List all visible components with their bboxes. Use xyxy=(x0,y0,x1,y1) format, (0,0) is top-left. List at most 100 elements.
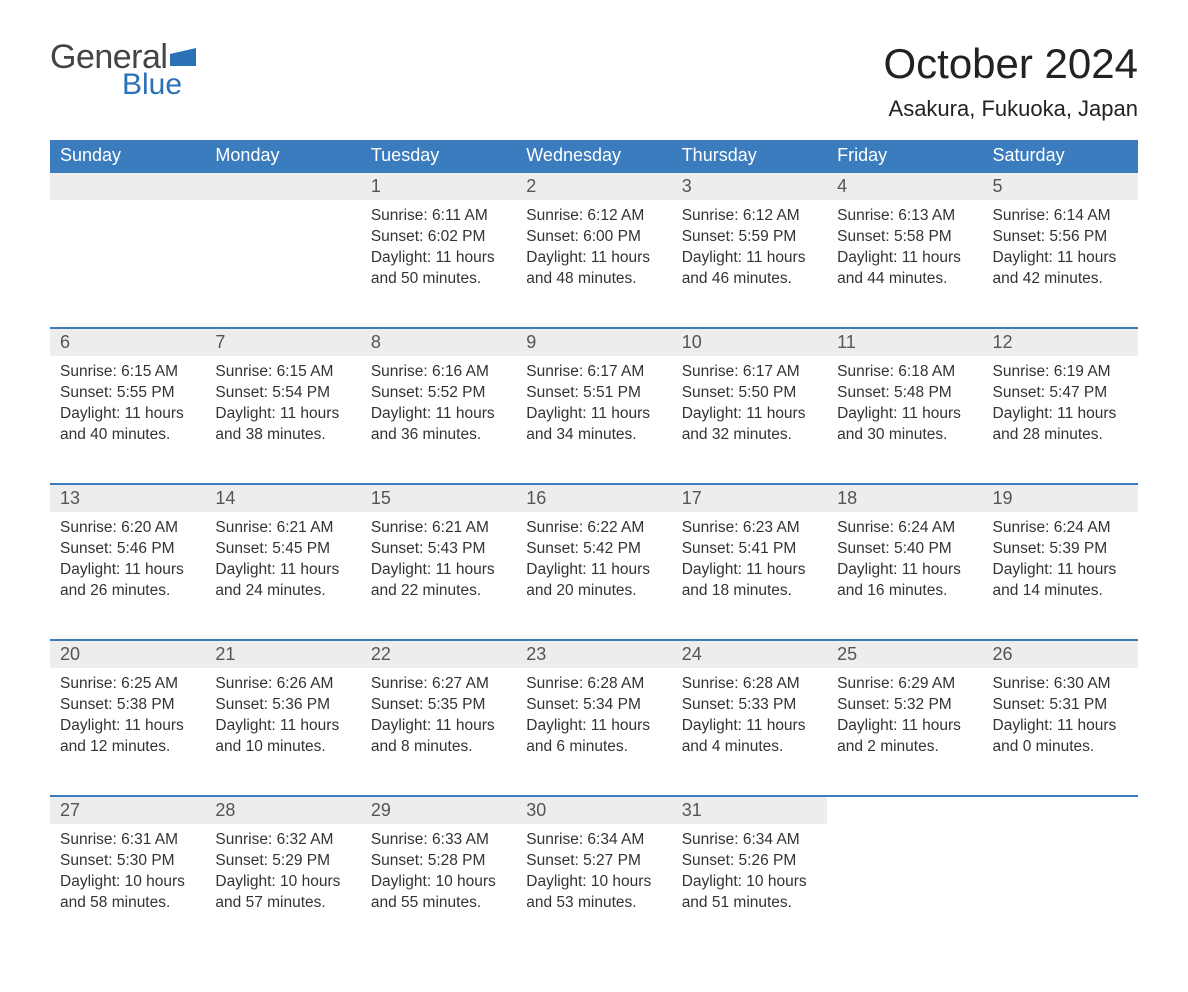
col-thursday: Thursday xyxy=(672,140,827,172)
day-details: Sunrise: 6:12 AMSunset: 6:00 PMDaylight:… xyxy=(516,200,671,328)
daylight-text: Daylight: 11 hours and 44 minutes. xyxy=(837,248,972,290)
day-number: 21 xyxy=(205,640,360,668)
sunrise-text: Sunrise: 6:30 AM xyxy=(993,674,1128,695)
day-details: Sunrise: 6:25 AMSunset: 5:38 PMDaylight:… xyxy=(50,668,205,796)
location-text: Asakura, Fukuoka, Japan xyxy=(883,96,1138,122)
sunrise-text: Sunrise: 6:25 AM xyxy=(60,674,195,695)
daylight-text: Daylight: 11 hours and 48 minutes. xyxy=(526,248,661,290)
col-friday: Friday xyxy=(827,140,982,172)
sunset-text: Sunset: 5:35 PM xyxy=(371,695,506,716)
sunrise-text: Sunrise: 6:12 AM xyxy=(526,206,661,227)
day-details: Sunrise: 6:15 AMSunset: 5:55 PMDaylight:… xyxy=(50,356,205,484)
sunrise-text: Sunrise: 6:24 AM xyxy=(837,518,972,539)
daylight-text: Daylight: 10 hours and 58 minutes. xyxy=(60,872,195,914)
sunrise-text: Sunrise: 6:21 AM xyxy=(371,518,506,539)
daynum-row: 2728293031 xyxy=(50,796,1138,824)
day-details: Sunrise: 6:28 AMSunset: 5:33 PMDaylight:… xyxy=(672,668,827,796)
day-number: 24 xyxy=(672,640,827,668)
daylight-text: Daylight: 11 hours and 10 minutes. xyxy=(215,716,350,758)
day-details: Sunrise: 6:14 AMSunset: 5:56 PMDaylight:… xyxy=(983,200,1138,328)
sunrise-text: Sunrise: 6:29 AM xyxy=(837,674,972,695)
daylight-text: Daylight: 11 hours and 22 minutes. xyxy=(371,560,506,602)
empty-cell xyxy=(827,796,982,824)
daylight-text: Daylight: 10 hours and 55 minutes. xyxy=(371,872,506,914)
sunset-text: Sunset: 5:45 PM xyxy=(215,539,350,560)
daylight-text: Daylight: 11 hours and 34 minutes. xyxy=(526,404,661,446)
sunset-text: Sunset: 5:51 PM xyxy=(526,383,661,404)
day-number: 2 xyxy=(516,172,671,200)
sunset-text: Sunset: 5:47 PM xyxy=(993,383,1128,404)
daylight-text: Daylight: 11 hours and 12 minutes. xyxy=(60,716,195,758)
daylight-text: Daylight: 10 hours and 53 minutes. xyxy=(526,872,661,914)
day-details: Sunrise: 6:15 AMSunset: 5:54 PMDaylight:… xyxy=(205,356,360,484)
sunrise-text: Sunrise: 6:17 AM xyxy=(526,362,661,383)
flag-icon xyxy=(170,48,196,70)
day-number: 9 xyxy=(516,328,671,356)
sunset-text: Sunset: 5:28 PM xyxy=(371,851,506,872)
daylight-text: Daylight: 11 hours and 26 minutes. xyxy=(60,560,195,602)
day-number: 12 xyxy=(983,328,1138,356)
sunset-text: Sunset: 5:42 PM xyxy=(526,539,661,560)
col-sunday: Sunday xyxy=(50,140,205,172)
sunrise-text: Sunrise: 6:15 AM xyxy=(60,362,195,383)
day-number: 13 xyxy=(50,484,205,512)
day-details: Sunrise: 6:22 AMSunset: 5:42 PMDaylight:… xyxy=(516,512,671,640)
daylight-text: Daylight: 11 hours and 46 minutes. xyxy=(682,248,817,290)
sunrise-text: Sunrise: 6:24 AM xyxy=(993,518,1128,539)
col-tuesday: Tuesday xyxy=(361,140,516,172)
daylight-text: Daylight: 11 hours and 38 minutes. xyxy=(215,404,350,446)
sunrise-text: Sunrise: 6:32 AM xyxy=(215,830,350,851)
sunset-text: Sunset: 5:36 PM xyxy=(215,695,350,716)
calendar-table: Sunday Monday Tuesday Wednesday Thursday… xyxy=(50,140,1138,952)
page-header: General Blue October 2024 Asakura, Fukuo… xyxy=(50,40,1138,122)
day-number: 30 xyxy=(516,796,671,824)
sunset-text: Sunset: 5:38 PM xyxy=(60,695,195,716)
day-details: Sunrise: 6:34 AMSunset: 5:27 PMDaylight:… xyxy=(516,824,671,952)
logo-text-bottom: Blue xyxy=(122,70,196,100)
day-details: Sunrise: 6:18 AMSunset: 5:48 PMDaylight:… xyxy=(827,356,982,484)
empty-cell xyxy=(827,824,982,952)
sunrise-text: Sunrise: 6:33 AM xyxy=(371,830,506,851)
day-details: Sunrise: 6:27 AMSunset: 5:35 PMDaylight:… xyxy=(361,668,516,796)
empty-cell xyxy=(50,172,205,200)
day-number: 16 xyxy=(516,484,671,512)
daylight-text: Daylight: 11 hours and 8 minutes. xyxy=(371,716,506,758)
daylight-text: Daylight: 11 hours and 20 minutes. xyxy=(526,560,661,602)
day-details: Sunrise: 6:17 AMSunset: 5:51 PMDaylight:… xyxy=(516,356,671,484)
daynum-row: 12345 xyxy=(50,172,1138,200)
daylight-text: Daylight: 11 hours and 32 minutes. xyxy=(682,404,817,446)
day-body-row: Sunrise: 6:25 AMSunset: 5:38 PMDaylight:… xyxy=(50,668,1138,796)
sunset-text: Sunset: 5:48 PM xyxy=(837,383,972,404)
day-number: 22 xyxy=(361,640,516,668)
daylight-text: Daylight: 11 hours and 28 minutes. xyxy=(993,404,1128,446)
sunset-text: Sunset: 5:26 PM xyxy=(682,851,817,872)
empty-cell xyxy=(50,200,205,328)
day-number: 14 xyxy=(205,484,360,512)
sunset-text: Sunset: 5:46 PM xyxy=(60,539,195,560)
day-details: Sunrise: 6:13 AMSunset: 5:58 PMDaylight:… xyxy=(827,200,982,328)
empty-cell xyxy=(983,824,1138,952)
day-details: Sunrise: 6:20 AMSunset: 5:46 PMDaylight:… xyxy=(50,512,205,640)
day-number: 27 xyxy=(50,796,205,824)
daylight-text: Daylight: 11 hours and 40 minutes. xyxy=(60,404,195,446)
sunset-text: Sunset: 5:52 PM xyxy=(371,383,506,404)
daylight-text: Daylight: 11 hours and 24 minutes. xyxy=(215,560,350,602)
day-number: 23 xyxy=(516,640,671,668)
day-number: 18 xyxy=(827,484,982,512)
empty-cell xyxy=(205,200,360,328)
sunrise-text: Sunrise: 6:21 AM xyxy=(215,518,350,539)
sunset-text: Sunset: 5:58 PM xyxy=(837,227,972,248)
weekday-header-row: Sunday Monday Tuesday Wednesday Thursday… xyxy=(50,140,1138,172)
day-number: 19 xyxy=(983,484,1138,512)
daylight-text: Daylight: 11 hours and 16 minutes. xyxy=(837,560,972,602)
day-number: 6 xyxy=(50,328,205,356)
day-details: Sunrise: 6:26 AMSunset: 5:36 PMDaylight:… xyxy=(205,668,360,796)
day-number: 31 xyxy=(672,796,827,824)
day-details: Sunrise: 6:21 AMSunset: 5:43 PMDaylight:… xyxy=(361,512,516,640)
day-details: Sunrise: 6:31 AMSunset: 5:30 PMDaylight:… xyxy=(50,824,205,952)
daylight-text: Daylight: 11 hours and 14 minutes. xyxy=(993,560,1128,602)
sunrise-text: Sunrise: 6:22 AM xyxy=(526,518,661,539)
sunset-text: Sunset: 5:30 PM xyxy=(60,851,195,872)
day-details: Sunrise: 6:34 AMSunset: 5:26 PMDaylight:… xyxy=(672,824,827,952)
day-details: Sunrise: 6:19 AMSunset: 5:47 PMDaylight:… xyxy=(983,356,1138,484)
